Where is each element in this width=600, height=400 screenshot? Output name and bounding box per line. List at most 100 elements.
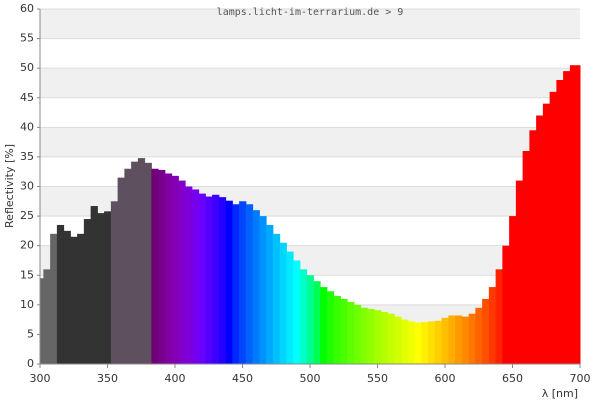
bar (97, 213, 105, 364)
y-tick-label: 60 (20, 2, 34, 15)
y-tick-label: 10 (20, 298, 34, 311)
grid-band (40, 127, 580, 157)
x-tick-label: 300 (30, 372, 51, 385)
bar (428, 321, 436, 364)
bar (299, 269, 308, 364)
bar (367, 308, 375, 364)
x-tick-label: 400 (165, 372, 186, 385)
bar (43, 269, 51, 364)
bar (205, 196, 213, 364)
x-tick-label: 500 (300, 372, 321, 385)
x-tick-label: 550 (367, 372, 388, 385)
bar (360, 307, 368, 364)
y-tick-label: 15 (20, 268, 34, 281)
bar (380, 311, 389, 364)
y-tick-label: 0 (27, 357, 34, 370)
bar (306, 275, 314, 364)
bar (63, 230, 71, 364)
bar (90, 206, 98, 364)
x-tick-label: 600 (435, 372, 456, 385)
bar (252, 210, 260, 364)
bar (556, 80, 564, 364)
bar (353, 304, 362, 364)
y-tick-label: 20 (20, 239, 34, 252)
bar (259, 216, 267, 364)
bar (279, 242, 287, 364)
bar (239, 201, 247, 364)
bar (266, 224, 274, 364)
y-tick-label: 5 (27, 327, 34, 340)
x-tick-label: 350 (97, 372, 118, 385)
bar (495, 269, 503, 364)
bar (198, 193, 206, 364)
bar (171, 175, 179, 364)
bar (185, 186, 193, 364)
bar (77, 233, 85, 364)
bar (151, 168, 159, 364)
bar (117, 177, 125, 364)
bar (536, 115, 544, 364)
bar (576, 65, 581, 364)
bar (293, 260, 301, 364)
bar (124, 168, 132, 364)
y-tick-label: 25 (20, 209, 34, 222)
bar (542, 103, 551, 365)
bar (232, 204, 240, 364)
bar (83, 219, 92, 364)
bar (313, 281, 321, 364)
bar (340, 298, 348, 364)
bar (522, 151, 530, 364)
bar (515, 180, 524, 364)
y-tick-label: 35 (20, 150, 34, 163)
bar (529, 130, 537, 364)
bar (137, 158, 146, 364)
x-tick-label: 450 (232, 372, 253, 385)
bar (110, 201, 119, 364)
bar (326, 291, 335, 364)
bar (320, 287, 328, 364)
bar (104, 211, 112, 364)
bar (158, 169, 166, 364)
bar (178, 180, 186, 364)
bar (333, 295, 341, 364)
bar (421, 321, 429, 364)
bar (448, 315, 456, 364)
bar (502, 245, 510, 364)
bar (70, 236, 78, 364)
bar (461, 316, 470, 364)
bar (164, 173, 173, 364)
bar (407, 321, 416, 364)
y-tick-label: 50 (20, 61, 34, 74)
bar (569, 65, 578, 364)
x-tick-label: 700 (570, 372, 591, 385)
bar (482, 298, 490, 364)
bar (212, 194, 220, 364)
bar (272, 233, 281, 364)
bar (40, 278, 44, 364)
y-axis-label: Reflectivity [%] (3, 144, 16, 228)
bar (56, 224, 65, 364)
y-tick-label: 40 (20, 120, 34, 133)
bar (286, 251, 294, 364)
bar (191, 189, 200, 364)
y-tick-label: 30 (20, 180, 34, 193)
bar (441, 317, 449, 364)
bar (509, 216, 517, 364)
y-tick-label: 55 (20, 32, 34, 45)
grid-band (40, 9, 580, 39)
bar (549, 91, 557, 364)
chart-title: lamps.licht-im-terrarium.de > 9 (217, 7, 404, 18)
bar (374, 310, 382, 364)
bar (131, 161, 139, 364)
bar (455, 315, 463, 364)
bar (245, 204, 254, 364)
bar (50, 233, 58, 364)
bar (218, 197, 227, 364)
bar (401, 319, 409, 364)
bar (347, 301, 355, 364)
bar (225, 200, 233, 364)
bar (144, 162, 152, 364)
bar (414, 322, 422, 364)
bar (387, 313, 395, 364)
